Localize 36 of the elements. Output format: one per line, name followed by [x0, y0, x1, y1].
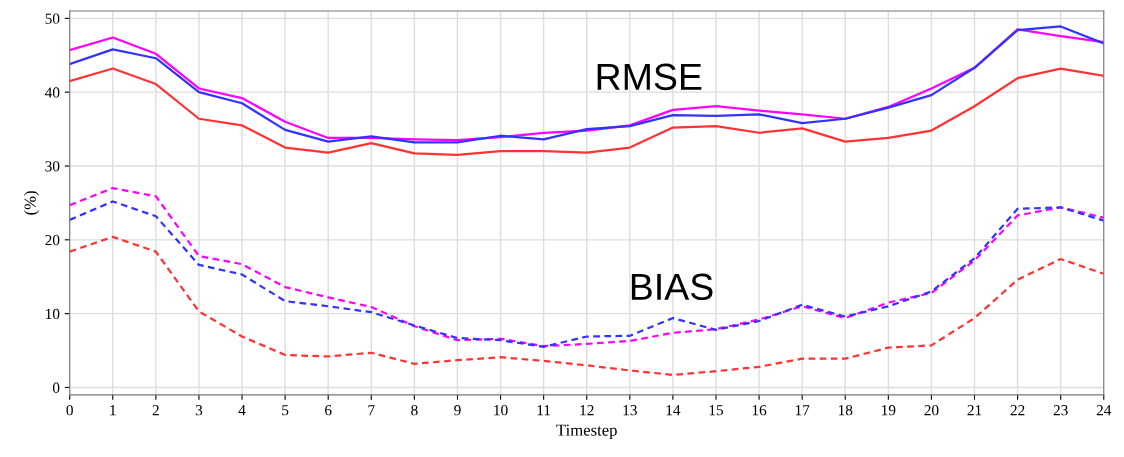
- x-tick-label: 0: [66, 405, 73, 416]
- x-tick-label: 5: [282, 405, 289, 416]
- x-tick-label: 9: [454, 405, 461, 416]
- x-tick-label: 13: [623, 405, 637, 416]
- x-tick-label: 20: [924, 405, 939, 416]
- y-tick-label: 50: [45, 13, 60, 24]
- x-tick-label: 1: [110, 405, 116, 416]
- x-tick-label: 17: [795, 405, 810, 416]
- y-tick-label: 0: [52, 382, 60, 393]
- y-axis-title: (%): [24, 191, 40, 215]
- x-tick-label: 12: [580, 405, 594, 416]
- annotation: BIAS: [631, 273, 713, 301]
- x-tick-label: 2: [152, 405, 159, 416]
- y-tick-label: 30: [45, 161, 60, 172]
- x-tick-label: 4: [238, 405, 246, 416]
- annotation: RMSE: [597, 63, 702, 91]
- x-tick-label: 8: [411, 405, 418, 416]
- x-tick-label: 23: [1053, 405, 1068, 416]
- y-tick-label: 40: [44, 87, 60, 98]
- y-tick-label: 20: [45, 234, 60, 246]
- x-tick-label: 14: [666, 405, 681, 416]
- x-tick-label: 15: [709, 405, 724, 416]
- x-tick-label: 21: [967, 405, 982, 416]
- y-tick-label: 10: [46, 308, 60, 320]
- x-tick-label: 6: [325, 405, 332, 416]
- x-tick-label: 11: [537, 405, 551, 416]
- x-tick-label: 16: [752, 405, 767, 416]
- x-tick-label: 10: [494, 405, 508, 416]
- x-tick-label: 19: [882, 405, 896, 416]
- x-tick-label: 3: [195, 405, 203, 416]
- x-tick-label: 24: [1096, 405, 1112, 416]
- x-tick-label: 18: [838, 405, 853, 416]
- x-axis-title: Timestep: [556, 424, 617, 440]
- line-series: [69, 235, 1104, 377]
- x-tick-label: 7: [368, 405, 375, 416]
- x-tick-label: 22: [1010, 405, 1025, 416]
